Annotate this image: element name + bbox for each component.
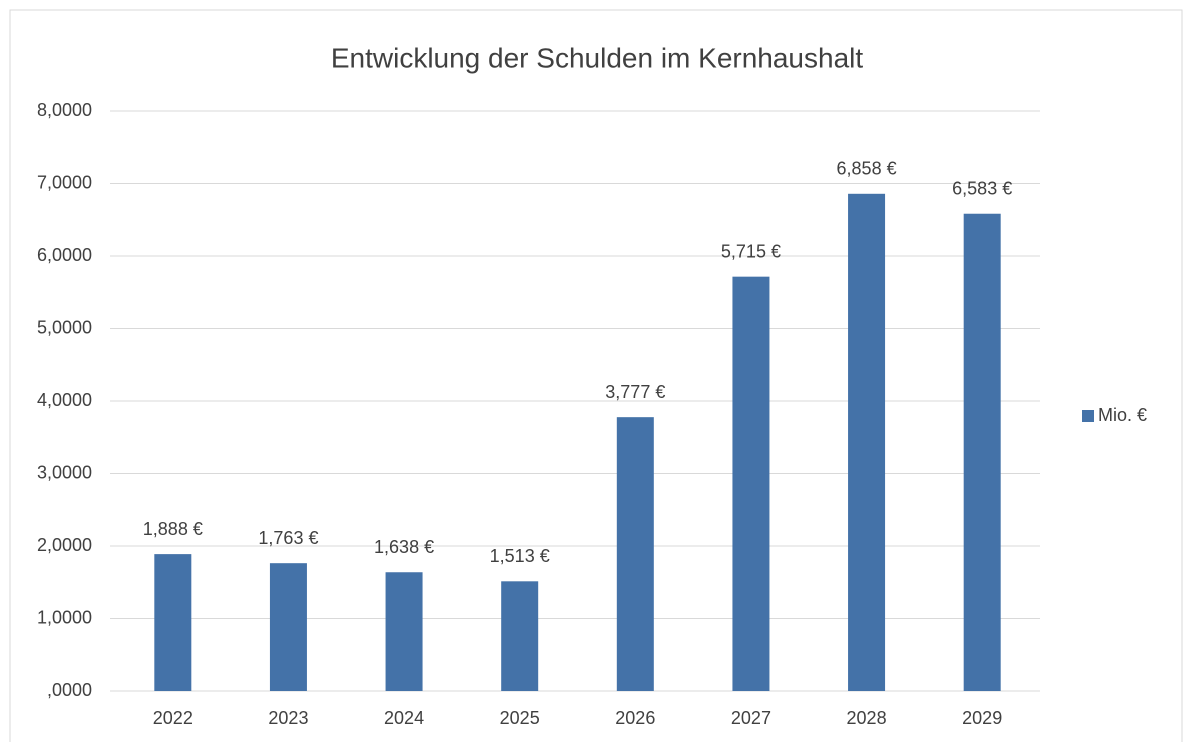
legend-label: Mio. € — [1098, 405, 1147, 425]
y-tick-label: 3,0000 — [37, 462, 92, 482]
legend-swatch — [1082, 410, 1094, 422]
x-tick-label: 2024 — [384, 708, 424, 728]
data-label: 1,638 € — [374, 537, 434, 557]
y-tick-label: 5,0000 — [37, 317, 92, 337]
bar — [269, 563, 307, 691]
data-label: 1,888 € — [143, 519, 203, 539]
y-tick-label: ,0000 — [47, 680, 92, 700]
bar — [501, 581, 539, 691]
y-tick-label: 4,0000 — [37, 390, 92, 410]
x-tick-label: 2029 — [962, 708, 1002, 728]
x-tick-label: 2028 — [847, 708, 887, 728]
chart-title: Entwicklung der Schulden im Kernhaushalt — [331, 42, 864, 73]
x-tick-label: 2025 — [500, 708, 540, 728]
y-tick-label: 2,0000 — [37, 535, 92, 555]
bar — [848, 193, 886, 692]
bar — [616, 417, 654, 691]
x-tick-label: 2027 — [731, 708, 771, 728]
data-label: 6,583 € — [952, 178, 1012, 198]
data-label: 5,715 € — [721, 241, 781, 261]
y-tick-label: 1,0000 — [37, 607, 92, 627]
bar — [732, 276, 770, 691]
y-tick-label: 7,0000 — [37, 172, 92, 192]
x-tick-label: 2022 — [153, 708, 193, 728]
bar — [154, 554, 192, 691]
y-tick-label: 6,0000 — [37, 245, 92, 265]
y-tick-label: 8,0000 — [37, 100, 92, 120]
bar — [963, 213, 1001, 692]
data-label: 1,763 € — [258, 528, 318, 548]
data-label: 1,513 € — [490, 546, 550, 566]
data-label: 6,858 € — [837, 159, 897, 179]
x-tick-label: 2023 — [268, 708, 308, 728]
x-tick-label: 2026 — [615, 708, 655, 728]
data-label: 3,777 € — [605, 382, 665, 402]
bar — [385, 572, 423, 691]
